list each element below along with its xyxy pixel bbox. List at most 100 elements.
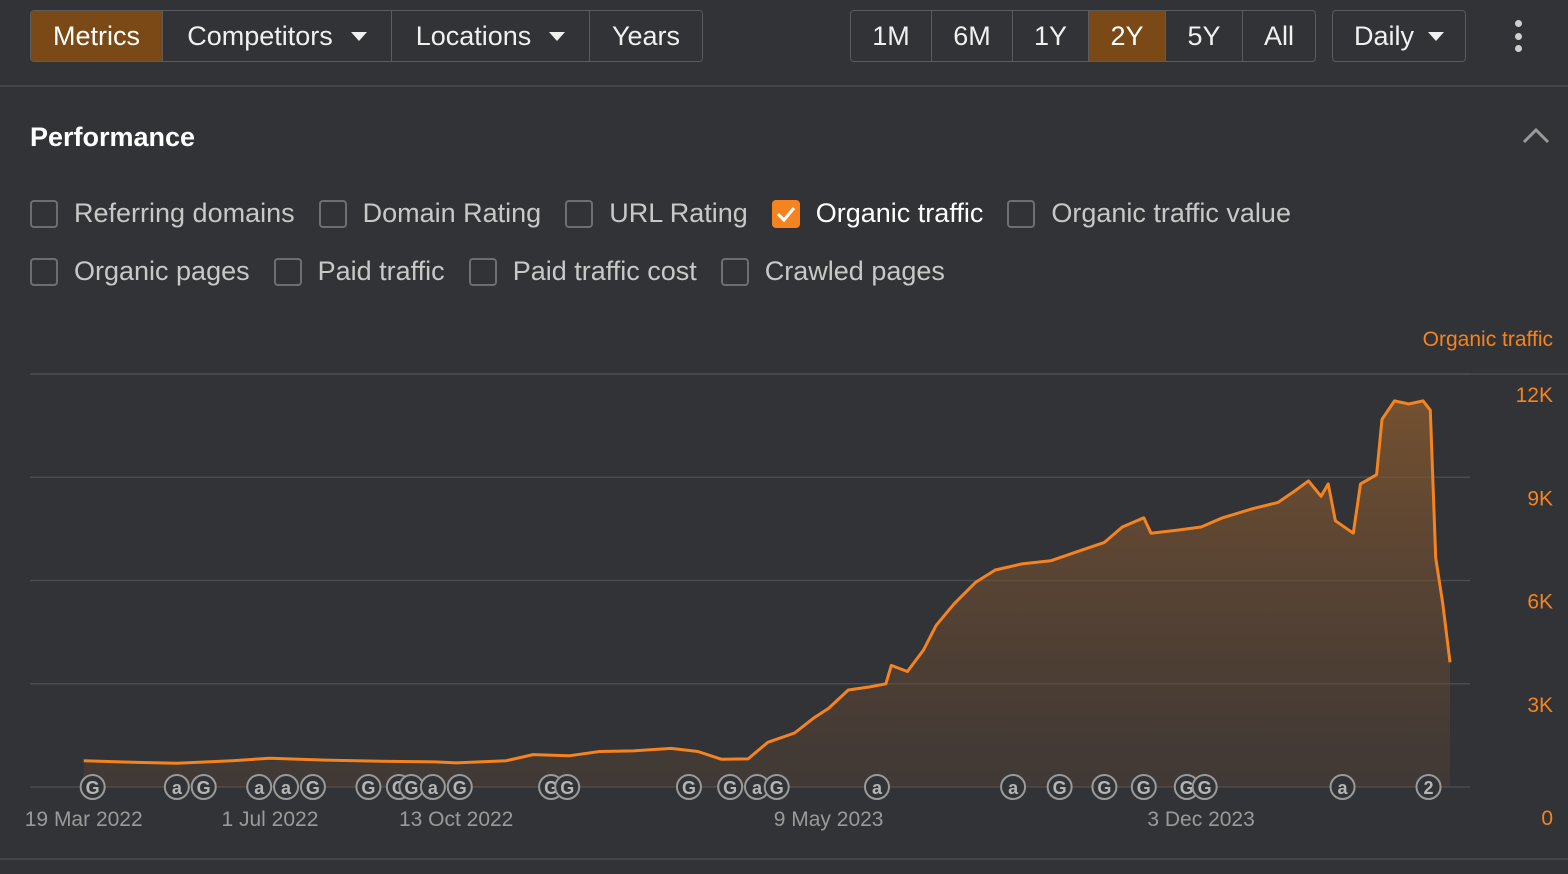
annotation-marker[interactable]: G bbox=[190, 774, 217, 800]
annotation-marker[interactable]: G bbox=[717, 774, 744, 800]
checkbox-label: Paid traffic cost bbox=[512, 256, 697, 286]
range-2y-button[interactable]: 2Y bbox=[1089, 11, 1166, 61]
range-1y-label: 1Y bbox=[1033, 20, 1068, 51]
bottom-divider bbox=[0, 858, 1568, 860]
checkbox-box bbox=[30, 257, 58, 286]
checkbox-label: Organic traffic value bbox=[1051, 198, 1291, 228]
competitors-dropdown[interactable]: Competitors bbox=[163, 11, 392, 61]
range-2y-label: 2Y bbox=[1110, 20, 1144, 51]
annotation-marker[interactable]: G bbox=[554, 774, 581, 800]
checkbox-label: Organic pages bbox=[74, 256, 250, 286]
caret-down-icon bbox=[350, 31, 367, 41]
annotation-circle bbox=[1000, 774, 1027, 800]
annotation-marker[interactable]: a bbox=[863, 774, 890, 800]
annotation-circle bbox=[1191, 774, 1218, 800]
granularity-dropdown[interactable]: Daily bbox=[1333, 11, 1465, 61]
annotation-marker[interactable]: G bbox=[1191, 774, 1218, 800]
annotation-circle bbox=[717, 774, 744, 800]
annotation-label: a bbox=[428, 778, 439, 798]
x-tick-label: 9 May 2023 bbox=[774, 808, 884, 831]
annotation-marker[interactable]: G bbox=[763, 774, 790, 800]
annotation-label: G bbox=[453, 778, 467, 798]
annotation-marker[interactable]: G bbox=[1046, 774, 1073, 800]
annotation-label: a bbox=[1338, 778, 1349, 798]
kebab-menu-icon[interactable] bbox=[1508, 20, 1528, 52]
checkbox-domain-rating[interactable]: Domain Rating bbox=[318, 198, 541, 229]
annotation-marker[interactable]: 2 bbox=[1415, 774, 1442, 800]
annotation-marker[interactable]: G bbox=[79, 774, 106, 800]
x-tick-label: 19 Mar 2022 bbox=[25, 808, 143, 831]
annotation-marker[interactable]: a bbox=[163, 774, 190, 800]
annotation-marker[interactable]: G bbox=[675, 774, 702, 800]
annotation-circle bbox=[1415, 774, 1442, 800]
annotation-circle bbox=[163, 774, 190, 800]
checkbox-crawled-pages[interactable]: Crawled pages bbox=[720, 256, 945, 287]
annotation-label: G bbox=[1137, 778, 1151, 798]
annotation-circle bbox=[299, 774, 326, 800]
organic-traffic-chart[interactable]: Organic traffic 0 3K 6K 9K 12K 19 Mar 2022 1 Ju… bbox=[0, 320, 1568, 860]
chevron-up-icon[interactable] bbox=[1520, 124, 1552, 148]
caret-down-icon bbox=[549, 31, 566, 41]
annotation-label: G bbox=[404, 778, 418, 798]
annotation-marker[interactable]: a bbox=[273, 774, 300, 800]
annotation-marker[interactable]: a bbox=[1329, 774, 1356, 800]
caret-down-icon bbox=[1428, 31, 1444, 41]
kebab-dot bbox=[1514, 32, 1522, 40]
range-1y-button[interactable]: 1Y bbox=[1013, 11, 1089, 61]
annotation-label: G bbox=[86, 778, 100, 798]
checkbox-url-rating[interactable]: URL Rating bbox=[565, 198, 748, 229]
checkbox-organic-traffic[interactable]: Organic traffic bbox=[771, 198, 984, 229]
annotation-marker[interactable]: a bbox=[1000, 774, 1027, 800]
checkbox-box bbox=[273, 257, 302, 286]
checkbox-label: Paid traffic bbox=[317, 256, 445, 286]
range-5y-button[interactable]: 5Y bbox=[1166, 11, 1243, 61]
annotation-label: 2 bbox=[1424, 778, 1434, 798]
kebab-dot bbox=[1514, 45, 1522, 52]
competitors-dropdown-label: Competitors bbox=[187, 20, 333, 51]
checkbox-paid-traffic[interactable]: Paid traffic bbox=[273, 256, 445, 287]
annotation-label: G bbox=[560, 778, 574, 798]
checkbox-label: Referring domains bbox=[74, 198, 295, 228]
annotation-label: G bbox=[682, 778, 696, 798]
annotation-marker[interactable]: a bbox=[246, 774, 273, 800]
years-button[interactable]: Years bbox=[590, 11, 702, 61]
years-button-label: Years bbox=[611, 20, 681, 51]
checkbox-label: Crawled pages bbox=[764, 256, 945, 286]
checkbox-box bbox=[318, 199, 347, 228]
metrics-button[interactable]: Metrics bbox=[31, 11, 163, 61]
range-all-button[interactable]: All bbox=[1243, 11, 1315, 61]
toolbar: Metrics Competitors Locations Years 1M 6… bbox=[0, 0, 1568, 87]
view-button-group: Metrics Competitors Locations Years bbox=[30, 10, 703, 62]
annotation-label: a bbox=[1008, 778, 1019, 798]
range-all-label: All bbox=[1263, 20, 1294, 51]
annotation-marker[interactable]: G bbox=[1173, 774, 1200, 800]
y-tick-label: 12K bbox=[1516, 384, 1553, 407]
range-5y-label: 5Y bbox=[1187, 20, 1221, 51]
annotation-label: G bbox=[723, 778, 737, 798]
checkbox-organic-traffic-value[interactable]: Organic traffic value bbox=[1007, 198, 1291, 229]
annotation-circle bbox=[190, 774, 217, 800]
checkbox-box bbox=[720, 257, 749, 286]
annotation-marker[interactable]: G bbox=[355, 774, 382, 800]
checkbox-paid-traffic-cost[interactable]: Paid traffic cost bbox=[468, 256, 697, 287]
annotation-marker[interactable]: G bbox=[1130, 774, 1157, 800]
range-6m-button[interactable]: 6M bbox=[932, 11, 1013, 61]
annotation-circle bbox=[863, 774, 890, 800]
annotation-label: G bbox=[1053, 778, 1067, 798]
annotation-marker[interactable]: G bbox=[446, 774, 473, 800]
annotation-circle bbox=[355, 774, 382, 800]
annotation-marker[interactable]: G bbox=[1091, 774, 1118, 800]
locations-dropdown[interactable]: Locations bbox=[392, 11, 590, 61]
annotation-marker[interactable]: a bbox=[419, 774, 446, 800]
checkbox-referring-domains[interactable]: Referring domains bbox=[30, 198, 295, 229]
x-tick-label: 13 Oct 2022 bbox=[399, 808, 513, 831]
annotation-marker[interactable]: G bbox=[398, 774, 425, 800]
annotation-marker[interactable]: G bbox=[299, 774, 326, 800]
checkbox-label: Organic traffic bbox=[815, 198, 984, 228]
range-1m-button[interactable]: 1M bbox=[851, 11, 932, 61]
checkbox-organic-pages[interactable]: Organic pages bbox=[30, 256, 250, 287]
organic-traffic-line bbox=[83, 399, 1452, 765]
annotation-circle bbox=[1091, 774, 1118, 800]
metrics-button-label: Metrics bbox=[53, 20, 140, 51]
annotation-circle bbox=[554, 774, 581, 800]
